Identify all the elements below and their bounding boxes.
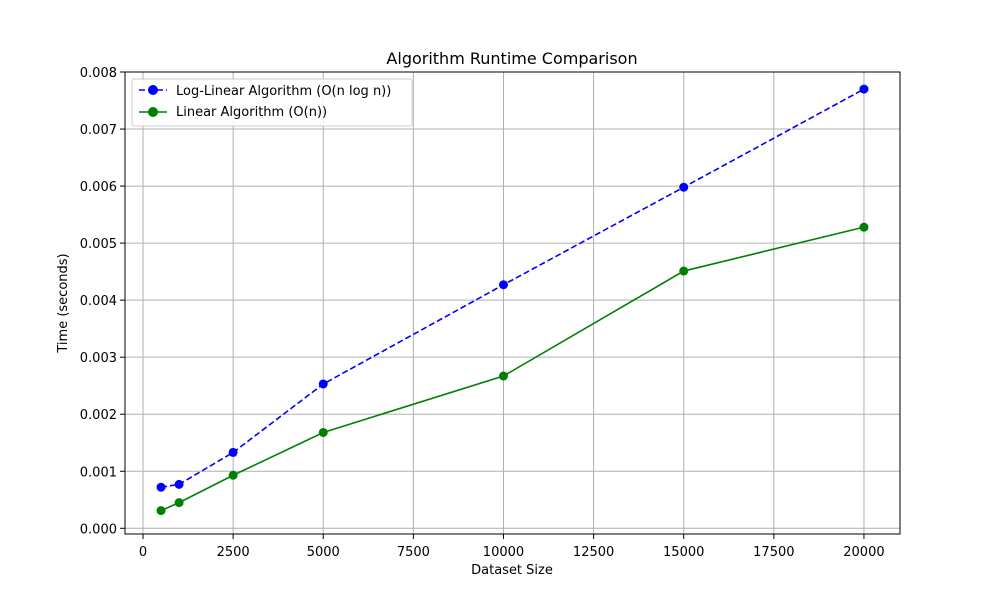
x-tick-label: 2500: [217, 545, 250, 560]
x-tick-label: 10000: [483, 545, 524, 560]
x-tick-label: 0: [139, 545, 147, 560]
x-tick-label: 5000: [307, 545, 340, 560]
axis-ticks: 0 2500 5000 7500 10000 12500 15000 17500 20000 0.…: [80, 66, 885, 560]
data-point-log-linear: [228, 447, 238, 457]
data-point-log-linear: [156, 482, 166, 492]
y-tick-label: 0.000: [80, 522, 117, 537]
data-point-linear: [859, 222, 869, 232]
data-point-log-linear: [498, 280, 508, 290]
x-tick-label: 20000: [843, 545, 884, 560]
data-point-log-linear: [318, 379, 328, 389]
legend-box: [131, 78, 413, 127]
y-tick-label: 0.003: [80, 351, 117, 366]
x-axis-title: Dataset Size: [471, 563, 553, 578]
legend-marker-linear: [148, 107, 158, 117]
y-tick-label: 0.006: [80, 180, 117, 195]
legend-marker-log-linear: [148, 85, 158, 95]
legend-label-log-linear: Log-Linear Algorithm (O(n log n)): [176, 84, 391, 99]
y-tick-label: 0.008: [80, 66, 117, 81]
chart-title: Algorithm Runtime Comparison: [386, 49, 637, 68]
data-point-linear: [228, 470, 238, 480]
x-tick-label: 12500: [573, 545, 614, 560]
legend: Log-Linear Algorithm (O(n log n)) Linear…: [131, 78, 413, 127]
y-tick-label: 0.002: [80, 408, 117, 423]
y-tick-label: 0.004: [80, 294, 117, 309]
x-tick-label: 7500: [397, 545, 430, 560]
series-layer: [156, 84, 869, 516]
data-point-log-linear: [174, 479, 184, 489]
data-point-log-linear: [859, 84, 869, 94]
x-tick-label: 15000: [663, 545, 704, 560]
legend-label-linear: Linear Algorithm (O(n)): [176, 105, 327, 120]
grid: [125, 71, 900, 534]
y-tick-label: 0.001: [80, 465, 117, 480]
data-point-linear: [679, 266, 689, 276]
plot-frame: [124, 71, 901, 535]
x-tick-label: 17500: [753, 545, 794, 560]
data-point-linear: [156, 506, 166, 516]
data-point-linear: [318, 427, 328, 437]
data-point-log-linear: [679, 182, 689, 192]
data-point-linear: [174, 498, 184, 508]
y-tick-label: 0.007: [80, 123, 117, 138]
y-axis-title: Time (seconds): [56, 253, 71, 353]
data-point-linear: [498, 371, 508, 381]
y-tick-label: 0.005: [80, 237, 117, 252]
